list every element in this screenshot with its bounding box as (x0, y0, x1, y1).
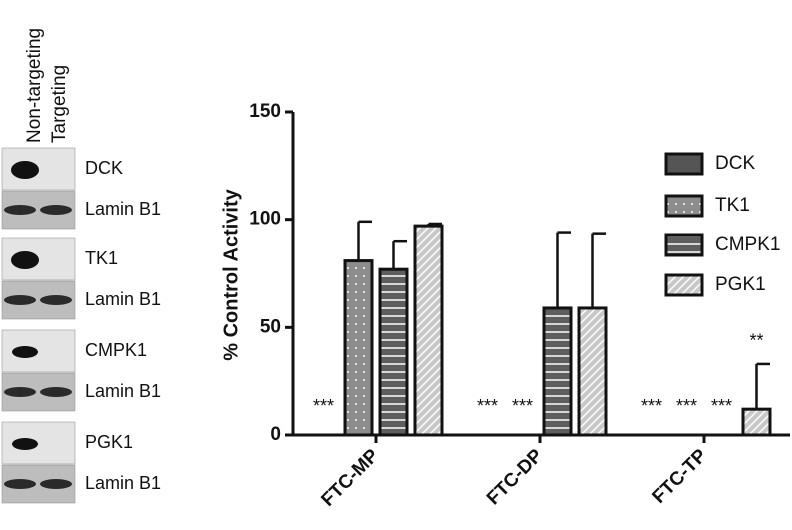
significance: *** (313, 396, 334, 416)
bar (542, 306, 573, 437)
y-tick-label: 100 (249, 209, 281, 230)
legend-label: PGK1 (715, 274, 766, 295)
significance: *** (676, 396, 697, 416)
significance: *** (641, 396, 662, 416)
y-tick-label: 50 (260, 316, 281, 337)
bar (343, 259, 374, 437)
legend-label: CMPK1 (715, 234, 780, 255)
significance: *** (512, 396, 533, 416)
bar (577, 306, 608, 437)
lane-label: Non-targeting (24, 28, 45, 143)
blot-loading: Lamin B1 (85, 289, 161, 309)
y-tick-label: 0 (270, 424, 281, 445)
x-tick-label: FTC-TP (648, 445, 711, 508)
x-tick-label: FTC-DP (483, 445, 547, 509)
legend-label: TK1 (715, 195, 750, 216)
bar (741, 407, 772, 437)
blot-loading: Lamin B1 (85, 199, 161, 219)
lane-label: Targeting (49, 65, 70, 143)
blot-target: DCK (85, 158, 123, 178)
bar (378, 267, 409, 437)
legend-swatch (664, 233, 704, 257)
blot-target: CMPK1 (85, 340, 147, 360)
legend-swatch (664, 194, 704, 218)
significance: *** (711, 396, 732, 416)
blot-target: TK1 (85, 248, 118, 268)
x-tick-label: FTC-MP (317, 445, 383, 511)
legend-swatch (664, 152, 704, 176)
legend-swatch (664, 273, 704, 297)
y-tick-label: 150 (249, 101, 281, 122)
y-axis-label: % Control Activity (220, 188, 242, 360)
bar (413, 224, 444, 437)
legend-label: DCK (715, 153, 755, 174)
significance: ** (749, 331, 763, 351)
blot-loading: Lamin B1 (85, 473, 161, 493)
significance: *** (477, 396, 498, 416)
blot-loading: Lamin B1 (85, 381, 161, 401)
blot-target: PGK1 (85, 432, 133, 452)
